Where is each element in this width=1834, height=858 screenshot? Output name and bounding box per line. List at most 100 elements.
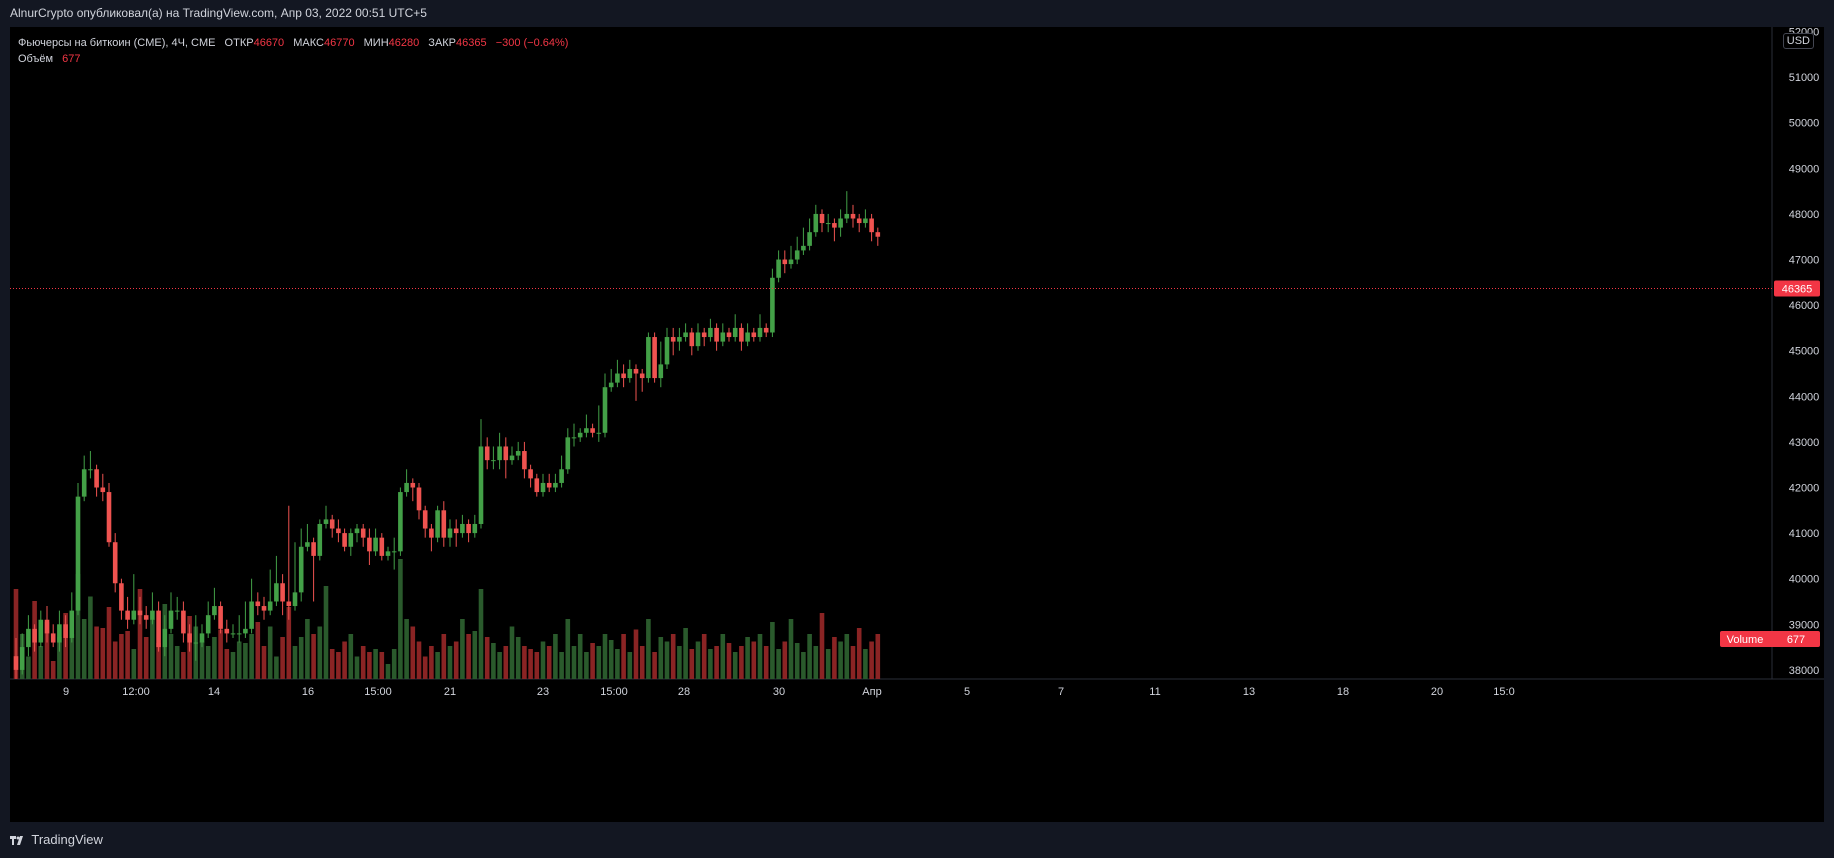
candle-body[interactable] — [205, 615, 211, 634]
candle-body[interactable] — [720, 332, 726, 342]
candle-body[interactable] — [13, 656, 19, 670]
candle-body[interactable] — [838, 218, 843, 228]
candle-body[interactable] — [869, 218, 874, 233]
candle-body[interactable] — [187, 633, 192, 643]
candle-body[interactable] — [69, 610, 75, 638]
candle-body[interactable] — [447, 528, 453, 538]
candle-body[interactable] — [757, 327, 763, 338]
candle-body[interactable] — [701, 332, 707, 338]
candle-body[interactable] — [317, 523, 323, 556]
candle-body[interactable] — [360, 528, 366, 538]
candle-body[interactable] — [652, 337, 657, 379]
candle-body[interactable] — [63, 624, 68, 638]
candle-body[interactable] — [596, 432, 602, 434]
candle-body[interactable] — [515, 451, 521, 456]
candle-body[interactable] — [546, 482, 552, 488]
candle-body[interactable] — [323, 519, 329, 524]
candle-body[interactable] — [850, 213, 856, 219]
candle-body[interactable] — [26, 628, 31, 648]
candle-body[interactable] — [577, 432, 583, 438]
candle-body[interactable] — [863, 218, 868, 224]
candle-body[interactable] — [540, 482, 546, 493]
candle-body[interactable] — [150, 610, 155, 620]
candle-body[interactable] — [274, 583, 279, 602]
candle-body[interactable] — [143, 615, 149, 620]
candle-body[interactable] — [801, 245, 806, 251]
candle-body[interactable] — [646, 337, 651, 379]
candle-body[interactable] — [553, 482, 558, 488]
candle-body[interactable] — [677, 337, 682, 342]
candle-body[interactable] — [267, 601, 273, 611]
candle-body[interactable] — [844, 213, 850, 219]
candle-body[interactable] — [75, 496, 81, 611]
candle-body[interactable] — [739, 327, 744, 342]
candle-body[interactable] — [410, 482, 416, 488]
candle-body[interactable] — [615, 373, 620, 383]
candle-body[interactable] — [212, 606, 217, 616]
currency-unit-badge[interactable]: USD — [1782, 33, 1814, 49]
candle-body[interactable] — [509, 455, 515, 461]
candle-body[interactable] — [193, 642, 199, 644]
candle-body[interactable] — [534, 478, 540, 493]
candle-body[interactable] — [81, 469, 87, 497]
candle-body[interactable] — [261, 606, 267, 611]
candle-body[interactable] — [298, 546, 304, 593]
candle-body[interactable] — [137, 610, 143, 616]
candle-body[interactable] — [236, 633, 242, 635]
candle-body[interactable] — [348, 533, 354, 547]
candle-body[interactable] — [100, 487, 106, 493]
candle-body[interactable] — [199, 633, 205, 643]
candle-body[interactable] — [224, 628, 230, 634]
candle-body[interactable] — [751, 332, 757, 338]
candle-body[interactable] — [732, 327, 738, 338]
candle-body[interactable] — [497, 446, 502, 461]
candle-body[interactable] — [708, 327, 713, 338]
candle-body[interactable] — [367, 537, 372, 552]
candle-body[interactable] — [286, 601, 292, 607]
candle-body[interactable] — [404, 482, 409, 493]
candle-body[interactable] — [788, 259, 794, 265]
candle-body[interactable] — [522, 451, 527, 470]
candle-body[interactable] — [156, 610, 161, 648]
candle-body[interactable] — [608, 382, 614, 388]
candle-body[interactable] — [714, 327, 719, 342]
candle-body[interactable] — [131, 610, 137, 620]
candle-body[interactable] — [391, 551, 397, 553]
candle-body[interactable] — [472, 523, 478, 534]
candle-body[interactable] — [354, 528, 360, 534]
candle-body[interactable] — [181, 610, 186, 634]
candle-body[interactable] — [385, 551, 391, 556]
candle-body[interactable] — [776, 259, 781, 278]
candle-body[interactable] — [670, 337, 676, 342]
chart-panel[interactable]: 38000 39000 40000 41000 42000 43000 44000 45000… — [10, 27, 1824, 822]
candle-body[interactable] — [528, 469, 533, 479]
price-chart[interactable]: 38000 39000 40000 41000 42000 43000 44000 45000… — [10, 27, 1824, 822]
candle-body[interactable] — [819, 213, 825, 224]
candle-body[interactable] — [658, 364, 664, 379]
candle-body[interactable] — [342, 533, 347, 547]
candle-body[interactable] — [311, 542, 316, 556]
candle-body[interactable] — [57, 624, 62, 643]
candle-body[interactable] — [373, 537, 378, 552]
candle-body[interactable] — [218, 606, 223, 629]
candle-body[interactable] — [813, 213, 819, 233]
candle-body[interactable] — [379, 537, 385, 556]
candle-body[interactable] — [249, 601, 254, 629]
candle-body[interactable] — [243, 628, 248, 634]
candle-body[interactable] — [571, 437, 577, 439]
candle-body[interactable] — [559, 469, 564, 483]
candle-body[interactable] — [435, 510, 440, 538]
candle-body[interactable] — [280, 583, 285, 602]
candle-body[interactable] — [807, 232, 812, 246]
candle-body[interactable] — [88, 469, 93, 471]
candle-body[interactable] — [466, 523, 471, 534]
candle-body[interactable] — [726, 332, 732, 338]
candle-body[interactable] — [38, 619, 44, 643]
candle-body[interactable] — [168, 610, 174, 629]
candle-body[interactable] — [19, 647, 25, 670]
candle-body[interactable] — [119, 583, 124, 611]
candle-body[interactable] — [305, 542, 310, 547]
candle-body[interactable] — [460, 523, 465, 534]
candle-body[interactable] — [174, 610, 180, 612]
candle-body[interactable] — [112, 542, 118, 584]
